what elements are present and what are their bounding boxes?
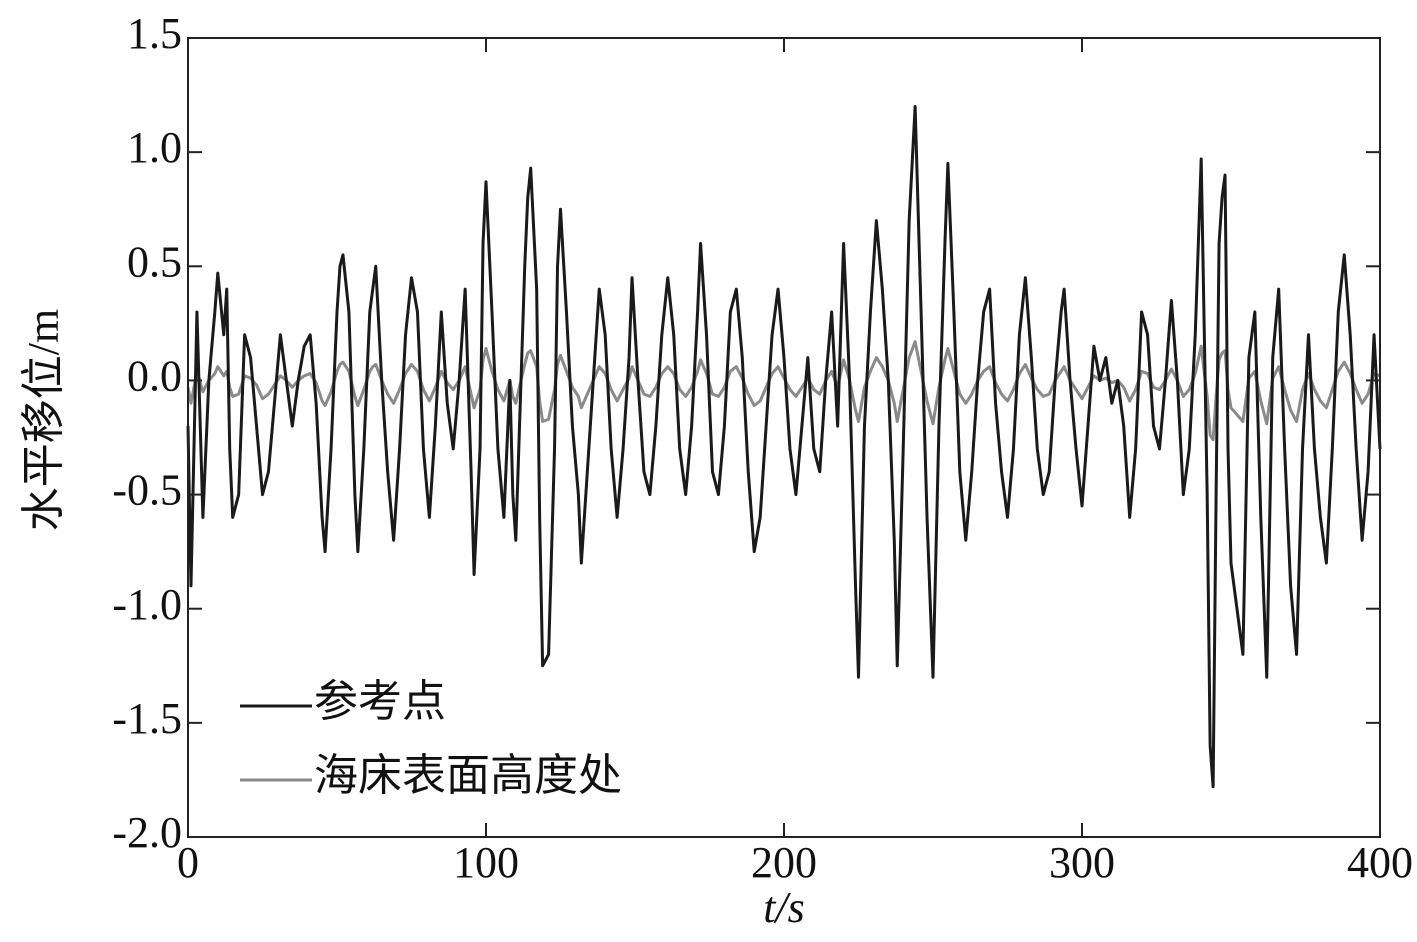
x-tick-label: 400 — [1347, 838, 1413, 887]
y-tick-label: 0.0 — [127, 352, 182, 401]
legend-label: 海床表面高度处 — [314, 751, 622, 800]
x-axis-label: t/s — [763, 883, 805, 932]
x-tick-label: 100 — [453, 838, 519, 887]
legend-label: 参考点 — [314, 677, 446, 726]
x-tick-label: 200 — [751, 838, 817, 887]
y-axis-label: 水平移位/m — [19, 309, 68, 531]
plot-area — [186, 104, 1382, 789]
y-tick-label: -1.5 — [112, 694, 182, 743]
y-tick-label: -0.5 — [112, 466, 182, 515]
data-line — [186, 104, 1382, 789]
y-tick-label: -1.0 — [112, 580, 182, 629]
y-tick-label: 0.5 — [127, 237, 182, 286]
y-tick-label: 1.0 — [127, 123, 182, 172]
x-tick-label: 300 — [1049, 838, 1115, 887]
y-tick-label: -2.0 — [112, 808, 182, 857]
data-line — [186, 340, 1381, 442]
x-tick-label: 0 — [177, 838, 199, 887]
y-tick-label: 1.5 — [127, 9, 182, 58]
